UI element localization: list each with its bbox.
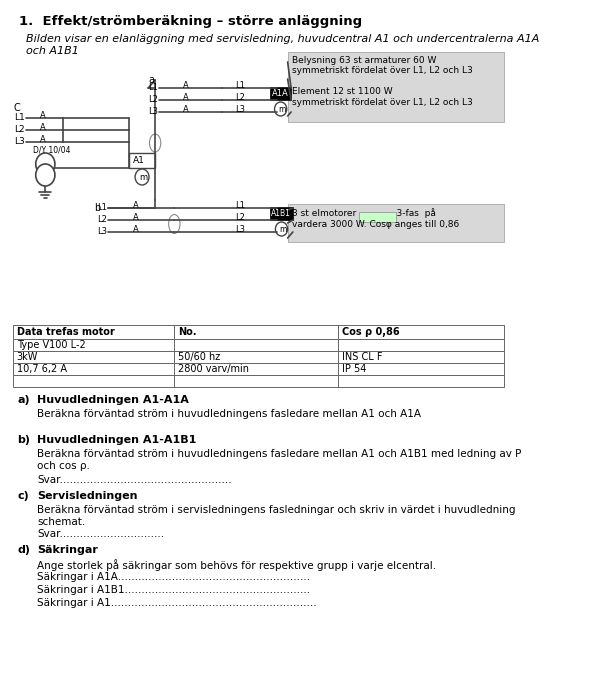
Text: A: A [40,111,46,120]
Text: Säkringar i A1B1.......................................................: Säkringar i A1B1........................… [37,585,311,595]
Text: A: A [183,92,189,102]
Text: Servisledningen: Servisledningen [37,491,138,501]
Text: 3kW: 3kW [17,352,38,362]
Text: Svar...............................: Svar............................... [37,529,165,539]
Text: A: A [132,200,138,209]
Text: A1B1: A1B1 [271,209,291,218]
Text: IP 54: IP 54 [342,364,366,374]
Text: Säkringar: Säkringar [37,545,99,555]
Text: 3 st elmotorer              3-fas  på: 3 st elmotorer 3-fas på [292,208,436,218]
Text: A: A [40,122,46,132]
Text: L3: L3 [235,225,245,234]
Text: m: m [140,172,147,181]
Bar [359,212,396,222]
Text: L1: L1 [235,80,245,90]
Text: 10,7 6,2 A: 10,7 6,2 A [17,364,67,374]
Text: L1: L1 [97,204,108,213]
Text: Säkringar i A1A.........................................................: Säkringar i A1A.........................… [37,572,311,582]
Text: vardera 3000 W. Cosφ anges till 0,86: vardera 3000 W. Cosφ anges till 0,86 [292,220,459,229]
Text: Säkringar i A1.............................................................: Säkringar i A1..........................… [37,598,317,608]
Text: L1: L1 [235,200,245,209]
Text: 1.  Effekt/strömberäkning – större anläggning: 1. Effekt/strömberäkning – större anlägg… [19,15,362,28]
Text: A1: A1 [132,156,144,165]
Bar [13,363,504,375]
Text: Belysning 63 st armaturer 60 W
symmetriskt fördelat över L1, L2 och L3

Element : Belysning 63 st armaturer 60 W symmetris… [292,56,473,106]
Text: Huvudledningen A1-A1A: Huvudledningen A1-A1A [37,395,189,405]
Text: a: a [148,75,154,85]
Bar [287,204,504,242]
Text: A1A: A1A [272,89,289,98]
Text: Cos ρ 0,86: Cos ρ 0,86 [342,327,399,337]
Text: C: C [14,103,21,113]
Text: L1: L1 [14,113,25,122]
Bar [13,375,504,387]
Text: b): b) [17,435,30,445]
Text: D/Y 10/04: D/Y 10/04 [33,146,71,155]
Text: d): d) [17,545,30,555]
Circle shape [36,164,55,186]
Text: A: A [183,104,189,113]
Text: L2: L2 [97,216,108,225]
Bar [13,325,504,339]
Bar [270,87,291,100]
Text: Bilden visar en elanläggning med servisledning, huvudcentral A1 och undercentral: Bilden visar en elanläggning med servisl… [26,34,539,55]
Text: Beräkna förväntad ström i huvudledningens fasledare mellan A1 och A1A: Beräkna förväntad ström i huvudledningen… [37,409,422,419]
Text: Type V100 L-2: Type V100 L-2 [17,340,86,350]
Text: Svar...................................................: Svar....................................… [37,475,232,485]
Text: A: A [40,134,46,144]
Text: A: A [183,80,189,90]
Text: b: b [94,203,100,213]
Text: A: A [132,225,138,234]
Bar [13,339,504,351]
Text: Huvudledningen A1-A1B1: Huvudledningen A1-A1B1 [37,435,197,445]
Text: INS CL F: INS CL F [342,352,382,362]
Text: 50/60 hz: 50/60 hz [178,352,220,362]
Text: L2: L2 [235,92,245,102]
Text: L2: L2 [148,95,158,104]
Text: c): c) [17,491,29,501]
Text: A: A [132,213,138,221]
Text: Ange storlek på säkringar som behövs för respektive grupp i varje elcentral.: Ange storlek på säkringar som behövs för… [37,559,437,571]
Text: Beräkna förväntad ström i huvudledningens fasledare mellan A1 och A1B1 med ledni: Beräkna förväntad ström i huvudledningen… [37,449,522,470]
Text: L3: L3 [235,104,245,113]
Text: m: m [279,225,286,234]
Text: m: m [278,104,285,113]
Text: 2800 varv/min: 2800 varv/min [178,364,249,374]
Text: L2: L2 [14,125,24,134]
Text: Beräkna förväntad ström i servisledningens fasledningar och skriv in värdet i hu: Beräkna förväntad ström i servisledninge… [37,505,516,526]
Bar [129,153,155,168]
Text: No.: No. [178,327,196,337]
Text: a): a) [17,395,30,405]
Bar [13,351,504,363]
Bar [270,207,293,220]
Text: L3: L3 [97,228,108,237]
Text: L2: L2 [235,213,245,221]
Text: L1: L1 [148,83,158,92]
Text: L3: L3 [14,137,25,146]
Text: Data trefas motor: Data trefas motor [17,327,114,337]
Bar [287,52,504,122]
Text: L3: L3 [148,108,158,116]
